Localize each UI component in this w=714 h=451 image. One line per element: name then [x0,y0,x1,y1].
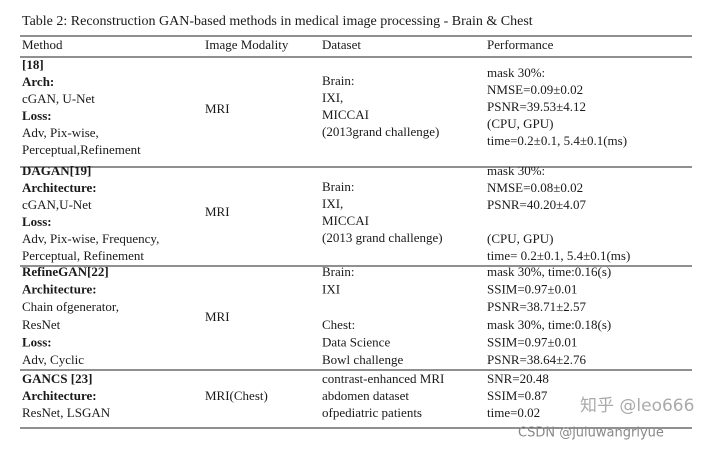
column-header: Method [22,37,63,52]
cell-line: PSNR=39.53±4.12 [487,99,586,114]
cell-line: Brain: [322,73,355,88]
cell-line: mask 30%: [487,163,545,178]
cell-line: MRI [205,101,230,116]
method-line: Architecture: [22,180,97,195]
method-line: Loss: [22,108,52,123]
column-header: Dataset [322,37,361,52]
cell-line: time= 0.2±0.1, 5.4±0.1(ms) [487,248,630,263]
method-line: Perceptual,Refinement [22,142,141,157]
cell-line: Data Science [322,334,390,349]
cell-line: MICCAI [322,107,369,122]
cell-line: Chest: [322,317,355,332]
cell-line: MRI [205,204,230,219]
cell-line: PSNR=40.20±4.07 [487,197,586,212]
cell-line: PSNR=38.71±2.57 [487,299,586,314]
cell-line: time=0.2±0.1, 5.4±0.1(ms) [487,133,627,148]
cell-line: Bowl challenge [322,352,403,367]
watermark: 知乎 @leo666 [580,396,694,416]
method-line: DAGAN[19] [22,163,91,178]
method-line: Adv, Pix-wise, Frequency, [22,231,159,246]
cell-line: IXI, [322,196,343,211]
method-line: Perceptual, Refinement [22,248,144,263]
cell-line: (2013grand challenge) [322,124,439,139]
method-line: ResNet [22,317,61,332]
cell-line: (CPU, GPU) [487,231,553,246]
cell-line: SSIM=0.97±0.01 [487,282,577,297]
method-line: Adv, Pix-wise, [22,125,99,140]
cell-line: MICCAI [322,213,369,228]
column-header: Performance [487,37,554,52]
cell-line: time=0.02 [487,405,540,420]
cell-line: SSIM=0.87 [487,388,548,403]
method-line: cGAN,U-Net [22,197,92,212]
cell-line: contrast-enhanced MRI [322,371,444,386]
cell-line: MRI(Chest) [205,388,268,403]
method-line: Arch: [22,74,54,89]
cell-line: SNR=20.48 [487,371,549,386]
method-line: Architecture: [22,388,97,403]
cell-line: PSNR=38.64±2.76 [487,352,586,367]
method-line: Loss: [22,214,52,229]
method-line: GANCS [23] [22,371,92,386]
cell-line: mask 30%, time:0.16(s) [487,264,611,279]
cell-line: MRI [205,309,230,324]
method-line: Loss: [22,334,52,349]
method-line: RefineGAN[22] [22,264,109,279]
cell-line: Brain: [322,179,355,194]
cell-line: mask 30%, time:0.18(s) [487,317,611,332]
cell-line: mask 30%: [487,65,545,80]
cell-line: NMSE=0.08±0.02 [487,180,583,195]
method-line: Chain ofgenerator, [22,299,119,314]
cell-line: Brain: [322,264,355,279]
cell-line: (2013 grand challenge) [322,230,443,245]
cell-line: abdomen dataset [322,388,409,403]
method-line: Adv, Cyclic [22,352,84,367]
column-header: Image Modality [205,37,289,52]
cell-line: (CPU, GPU) [487,116,553,131]
cell-line: ofpediatric patients [322,405,422,420]
cell-line: IXI [322,282,340,297]
method-line: ResNet, LSGAN [22,405,111,420]
cell-line: SSIM=0.97±0.01 [487,334,577,349]
method-line: cGAN, U-Net [22,91,95,106]
method-line: Architecture: [22,282,97,297]
cell-line: IXI, [322,90,343,105]
method-line: [18] [22,57,44,72]
cell-line: NMSE=0.09±0.02 [487,82,583,97]
caption: Table 2: Reconstruction GAN-based method… [22,14,533,29]
watermark: CSDN @juluwangriyue [518,426,664,441]
